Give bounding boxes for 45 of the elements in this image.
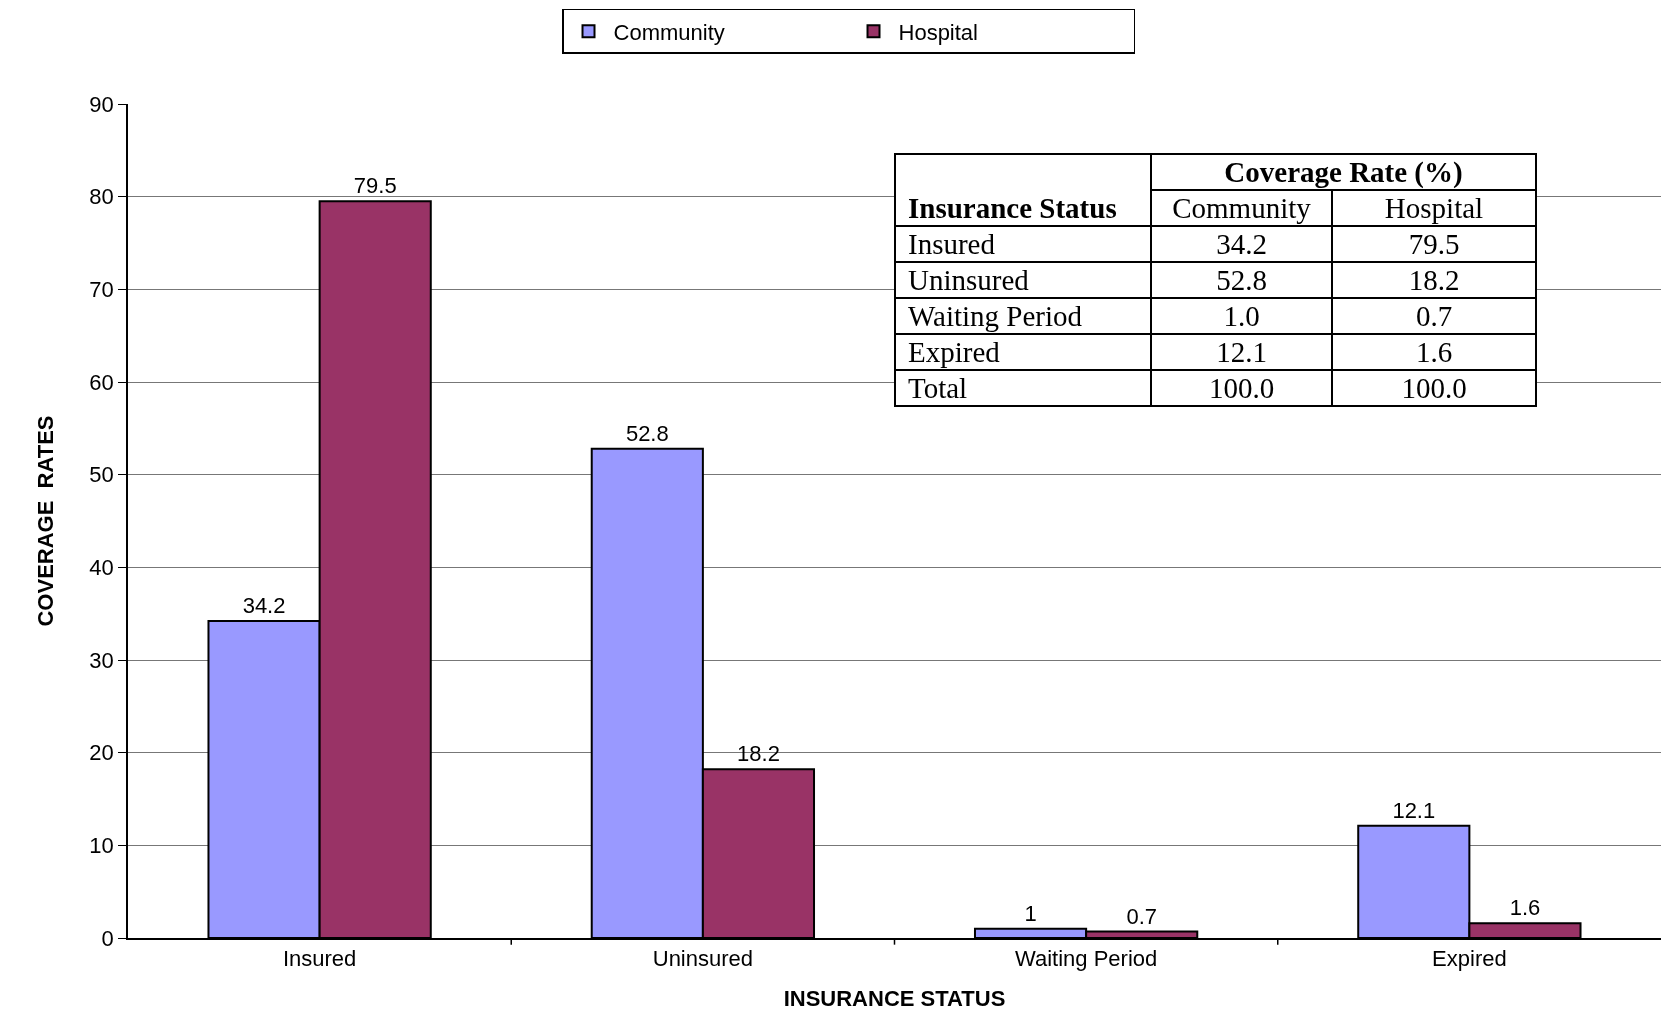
y-tick-label: 0 (101, 925, 114, 951)
data-label: 12.1 (1392, 797, 1436, 823)
y-axis-title: COVERAGE RATES (32, 415, 58, 627)
annotation: Uninsured (895, 262, 1151, 298)
data-label: 34.2 (242, 593, 286, 619)
y-tick-label: 70 (89, 277, 114, 303)
data-label: 0.7 (1126, 903, 1157, 929)
annotation: Waiting Period (895, 298, 1151, 334)
legend-label: Community (613, 19, 725, 45)
y-tick-label: 20 (89, 740, 114, 766)
annotation: Total (895, 370, 1151, 406)
x-axis-title: INSURANCE STATUS (783, 985, 1006, 1011)
x-tick-label: Expired (1432, 946, 1507, 972)
y-tick-label: 40 (89, 555, 114, 581)
annotation: 1.6 (1332, 334, 1536, 370)
annotation: 1.0 (1151, 298, 1332, 334)
data-label: 52.8 (625, 420, 669, 446)
y-tick-label: 90 (89, 91, 114, 117)
annotation: 34.2 (1151, 226, 1332, 262)
annotation: 79.5 (1332, 226, 1536, 262)
annotation: Community (1151, 190, 1332, 226)
legend-label: Hospital (898, 19, 978, 45)
data-label: 79.5 (353, 173, 397, 199)
data-label: 1.6 (1509, 895, 1541, 921)
x-tick-label: Insured (282, 946, 357, 972)
annotation: 12.1 (1151, 334, 1332, 370)
annotation: 18.2 (1332, 262, 1536, 298)
data-label: 18.2 (737, 741, 780, 767)
data-label: 1 (1024, 900, 1037, 926)
annotation: 0.7 (1332, 298, 1536, 334)
y-tick-label: 30 (89, 647, 114, 673)
annotation: 52.8 (1151, 262, 1332, 298)
annotation: Insurance Status (895, 154, 1151, 226)
y-tick-label: 10 (89, 833, 114, 859)
y-tick-label: 60 (89, 369, 114, 395)
y-tick-label: 80 (89, 184, 114, 210)
annotation: Insured (895, 226, 1151, 262)
y-tick-label: 50 (89, 462, 114, 488)
annotation: Expired (895, 334, 1151, 370)
annotation: Hospital (1332, 190, 1536, 226)
annotation: 100.0 (1332, 370, 1536, 406)
annotation: Coverage Rate (%) (1151, 154, 1536, 190)
x-tick-label: Waiting Period (1015, 946, 1158, 972)
annotation: 100.0 (1151, 370, 1332, 406)
x-tick-label: Uninsured (652, 946, 754, 972)
